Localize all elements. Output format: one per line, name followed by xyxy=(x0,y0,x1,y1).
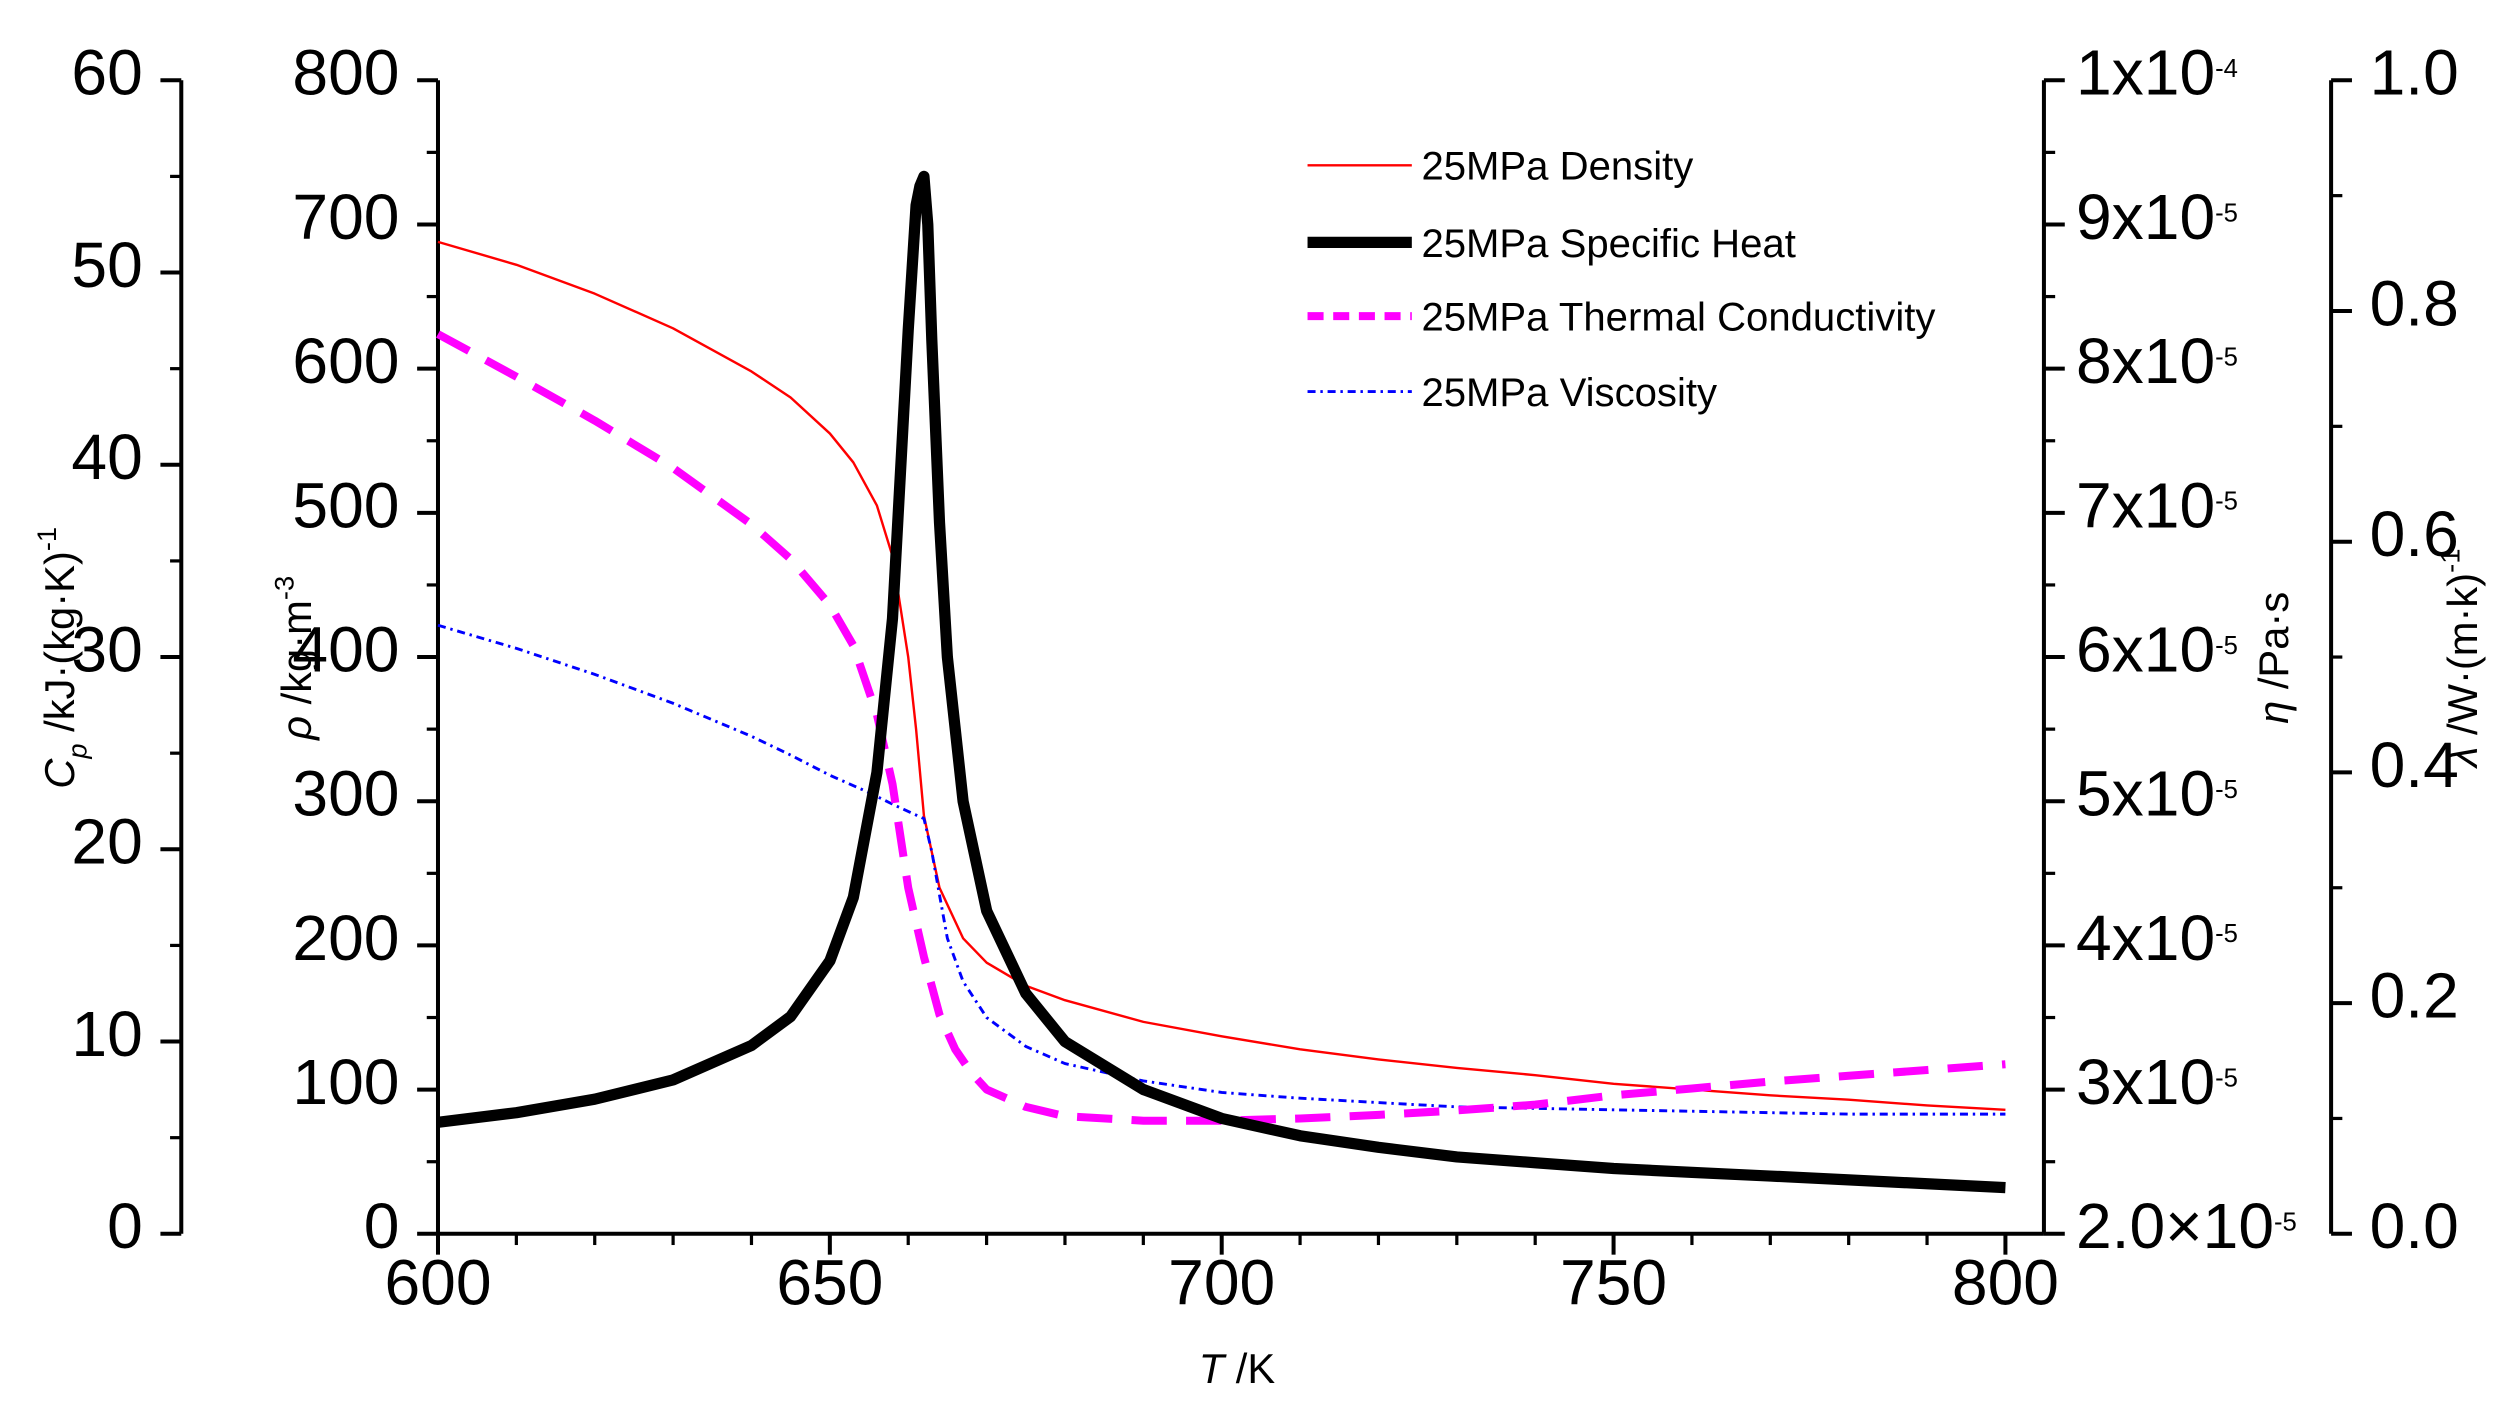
lambda-axis-label: λ /W·(m·k)-1 xyxy=(2434,549,2486,769)
eta-axis-label: η /Pa·s xyxy=(2250,592,2297,724)
rho-tick-label: 0 xyxy=(364,1190,400,1262)
rho-tick-label: 400 xyxy=(292,613,399,685)
rho-tick-label: 800 xyxy=(292,37,399,109)
axes-group: 010203040506001002003004005006007008002.… xyxy=(31,37,2486,1392)
eta-tick-label: 2.0×10-5 xyxy=(2076,1190,2297,1262)
x-tick-label: 800 xyxy=(1952,1246,2059,1318)
eta-tick-label: 1x10-4 xyxy=(2076,37,2238,109)
cp-tick-label: 30 xyxy=(71,613,142,685)
series-density xyxy=(437,240,2006,1111)
legend-label-density: 25MPa Density xyxy=(1421,145,1693,189)
lambda-tick-label: 0.2 xyxy=(2370,960,2459,1032)
rho-tick-label: 300 xyxy=(292,758,399,830)
rho-tick-label: 700 xyxy=(292,181,399,253)
x-axis-label: T /K xyxy=(1199,1345,1276,1392)
eta-tick-label: 7x10-5 xyxy=(2076,469,2238,541)
legend-label-viscosity: 25MPa Viscosity xyxy=(1421,371,1717,415)
x-tick-label: 650 xyxy=(776,1246,883,1318)
legend-label-specific-heat: 25MPa Specific Heat xyxy=(1421,222,1795,266)
cp-tick-label: 40 xyxy=(71,421,142,493)
rho-tick-label: 200 xyxy=(292,902,399,974)
lambda-tick-label: 1.0 xyxy=(2370,37,2459,109)
rho-tick-label: 100 xyxy=(292,1046,399,1118)
cp-tick-label: 20 xyxy=(71,806,142,878)
lambda-tick-label: 0.0 xyxy=(2370,1190,2459,1262)
x-tick-label: 600 xyxy=(384,1246,491,1318)
eta-tick-label: 4x10-5 xyxy=(2076,902,2238,974)
x-tick-label: 700 xyxy=(1168,1246,1275,1318)
cp-tick-label: 10 xyxy=(71,998,142,1070)
legend: 25MPa Density 25MPa Specific Heat 25MPa Th… xyxy=(1307,145,1935,415)
rho-tick-label: 500 xyxy=(292,469,399,541)
rho-axis-label: ρ /kg·m-3 xyxy=(269,576,321,742)
rho-tick-label: 600 xyxy=(292,325,399,397)
eta-tick-label: 3x10-5 xyxy=(2076,1046,2238,1118)
series-viscosity xyxy=(437,623,2006,1116)
eta-tick-label: 9x10-5 xyxy=(2076,181,2238,253)
lambda-tick-label: 0.8 xyxy=(2370,267,2459,339)
cp-tick-label: 60 xyxy=(71,37,142,109)
eta-tick-label: 6x10-5 xyxy=(2076,613,2238,685)
lambda-tick-label: 0.6 xyxy=(2370,498,2459,570)
cp-tick-label: 50 xyxy=(71,229,142,301)
eta-tick-label: 5x10-5 xyxy=(2076,758,2238,830)
series-thermal-conductivity xyxy=(436,330,2006,1125)
x-tick-label: 750 xyxy=(1560,1246,1667,1318)
series-specific-heat xyxy=(437,170,2006,1194)
cp-tick-label: 0 xyxy=(107,1190,143,1262)
plot-area xyxy=(436,170,2006,1194)
cp-axis-label: Cp /kJ·(kg·K)-1 xyxy=(31,527,92,789)
eta-tick-label: 8x10-5 xyxy=(2076,325,2238,397)
lambda-tick-label: 0.4 xyxy=(2370,729,2459,801)
legend-label-thermal-conductivity: 25MPa Thermal Conductivity xyxy=(1421,296,1935,340)
